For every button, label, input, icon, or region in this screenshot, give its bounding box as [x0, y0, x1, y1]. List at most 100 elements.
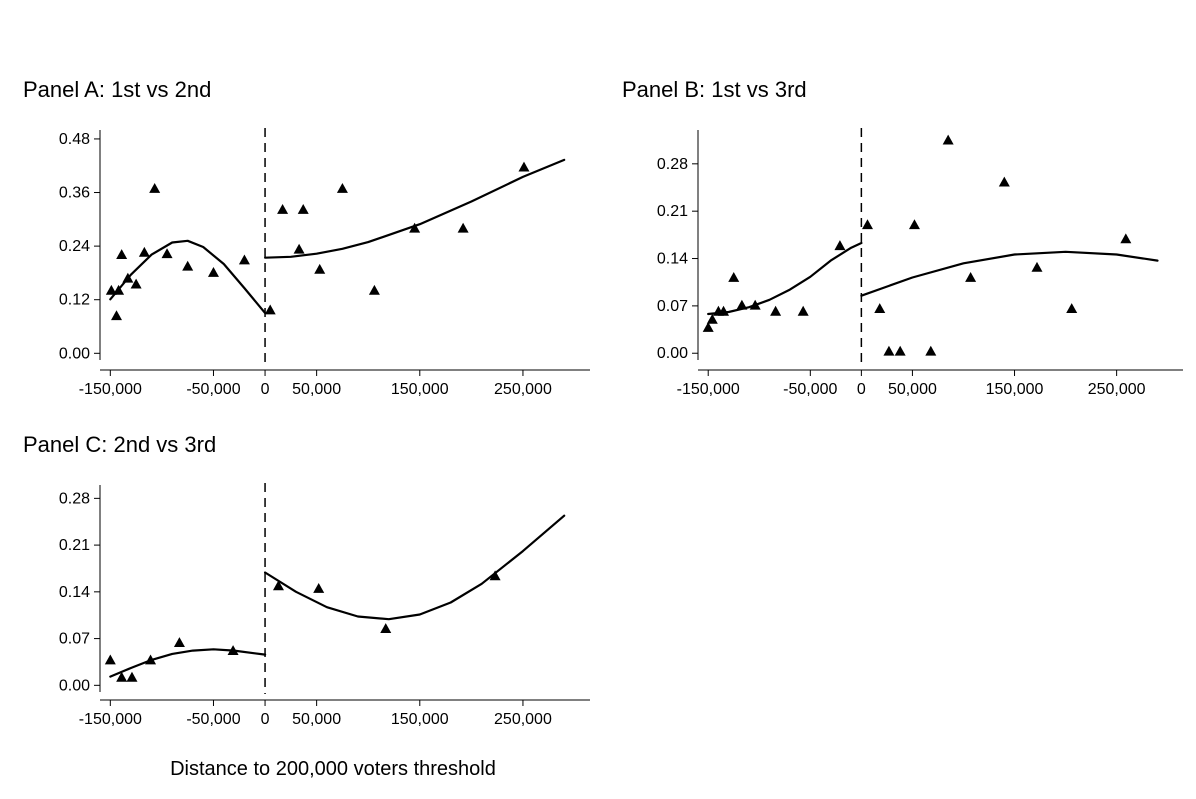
x-tick-label: -50,000: [186, 711, 240, 728]
x-tick-label: 0: [857, 381, 866, 398]
data-point: [706, 313, 718, 324]
y-tick-label: 0.07: [657, 298, 688, 315]
data-point: [272, 580, 284, 591]
data-point: [264, 304, 276, 315]
data-point: [314, 263, 326, 274]
panel-title: Panel A: 1st vs 2nd: [23, 77, 211, 102]
data-point: [207, 266, 219, 277]
x-tick-label: -50,000: [186, 381, 240, 398]
fit-left-curve: [109, 239, 267, 315]
data-point: [145, 654, 157, 665]
y-tick-label: 0.24: [59, 238, 90, 255]
data-point: [883, 345, 895, 356]
x-tick-label: 150,000: [391, 381, 449, 398]
x-tick-label: 0: [261, 711, 270, 728]
x-tick-label: 50,000: [888, 381, 937, 398]
x-tick-label: 250,000: [494, 381, 552, 398]
y-tick-label: 0.07: [59, 631, 90, 648]
data-point: [736, 299, 748, 310]
x-tick-label: 250,000: [1088, 381, 1146, 398]
y-tick-label: 0.00: [59, 345, 90, 362]
data-point: [116, 249, 128, 260]
data-point: [113, 284, 125, 295]
x-tick-label: -150,000: [677, 381, 740, 398]
fit-left-curve: [707, 241, 863, 316]
data-point: [149, 183, 161, 193]
y-tick-label: 0.00: [59, 677, 90, 694]
y-tick-label: 0.28: [657, 156, 688, 173]
data-point: [313, 583, 325, 593]
fit-right-curve: [264, 514, 566, 621]
data-point: [336, 183, 348, 193]
y-tick-label: 0.36: [59, 185, 90, 202]
x-tick-label: 150,000: [391, 711, 449, 728]
data-point: [965, 271, 977, 282]
data-point: [111, 310, 123, 321]
panel-c: Panel C: 2nd vs 3rd 0.00 0.07 0.14 0.21 0.28 -…: [23, 432, 590, 728]
data-point: [925, 345, 937, 356]
data-point: [728, 271, 740, 282]
x-axis-title: Distance to 200,000 voters threshold: [170, 758, 496, 780]
y-tick-label: 0.28: [59, 490, 90, 507]
data-point: [518, 161, 530, 172]
data-point: [227, 645, 239, 655]
data-point: [489, 570, 501, 581]
data-point: [749, 299, 761, 310]
x-tick-label: 250,000: [494, 711, 552, 728]
x-tick-label: -150,000: [79, 381, 142, 398]
data-point: [797, 305, 809, 316]
data-point: [908, 219, 920, 230]
data-point: [130, 278, 142, 289]
data-point: [104, 654, 116, 665]
data-point: [874, 303, 886, 313]
data-point: [409, 222, 421, 233]
x-tick-label: 50,000: [292, 381, 341, 398]
data-point: [297, 203, 309, 214]
data-point: [1066, 303, 1078, 313]
y-tick-label: 0.14: [59, 584, 90, 601]
data-point: [457, 222, 469, 233]
data-point: [173, 637, 185, 647]
data-point: [368, 284, 380, 295]
y-tick-label: 0.21: [59, 537, 90, 554]
x-tick-label: -50,000: [783, 381, 837, 398]
data-point: [293, 243, 305, 254]
x-tick-label: 150,000: [986, 381, 1044, 398]
data-point: [861, 219, 873, 230]
panel-title: Panel C: 2nd vs 3rd: [23, 432, 216, 457]
data-point: [138, 246, 150, 257]
y-tick-label: 0.48: [59, 131, 90, 148]
data-point: [1120, 233, 1132, 244]
data-point: [122, 272, 134, 283]
x-tick-label: -150,000: [79, 711, 142, 728]
fit-right-curve: [264, 158, 566, 259]
x-tick-label: 0: [261, 381, 270, 398]
data-point: [942, 134, 954, 145]
fit-left-curve: [109, 648, 267, 678]
data-point: [126, 671, 138, 682]
data-point: [161, 248, 173, 259]
x-tick-label: 50,000: [292, 711, 341, 728]
y-tick-label: 0.21: [657, 203, 688, 220]
panel-a: Panel A: 1st vs 2nd 0.00 0.12 0.24 0.36 0.48 -…: [23, 77, 590, 398]
data-point: [998, 176, 1010, 187]
panel-b: Panel B: 1st vs 3rd 0.00 0.07 0.14 0.21 0.28 -…: [622, 77, 1183, 398]
data-point: [105, 284, 117, 295]
data-point: [277, 203, 289, 214]
data-point: [182, 260, 194, 271]
data-point: [770, 305, 782, 316]
y-tick-label: 0.00: [657, 345, 688, 362]
data-point: [894, 345, 906, 356]
data-point: [718, 305, 730, 316]
data-point: [834, 240, 846, 251]
panel-title: Panel B: 1st vs 3rd: [622, 77, 807, 102]
fit-right-curve: [860, 250, 1159, 297]
data-point: [238, 254, 250, 265]
data-point: [702, 322, 714, 332]
y-tick-label: 0.14: [657, 251, 688, 268]
data-point: [380, 623, 392, 633]
y-tick-label: 0.12: [59, 292, 90, 309]
data-point: [1031, 261, 1043, 272]
data-point: [116, 671, 128, 682]
